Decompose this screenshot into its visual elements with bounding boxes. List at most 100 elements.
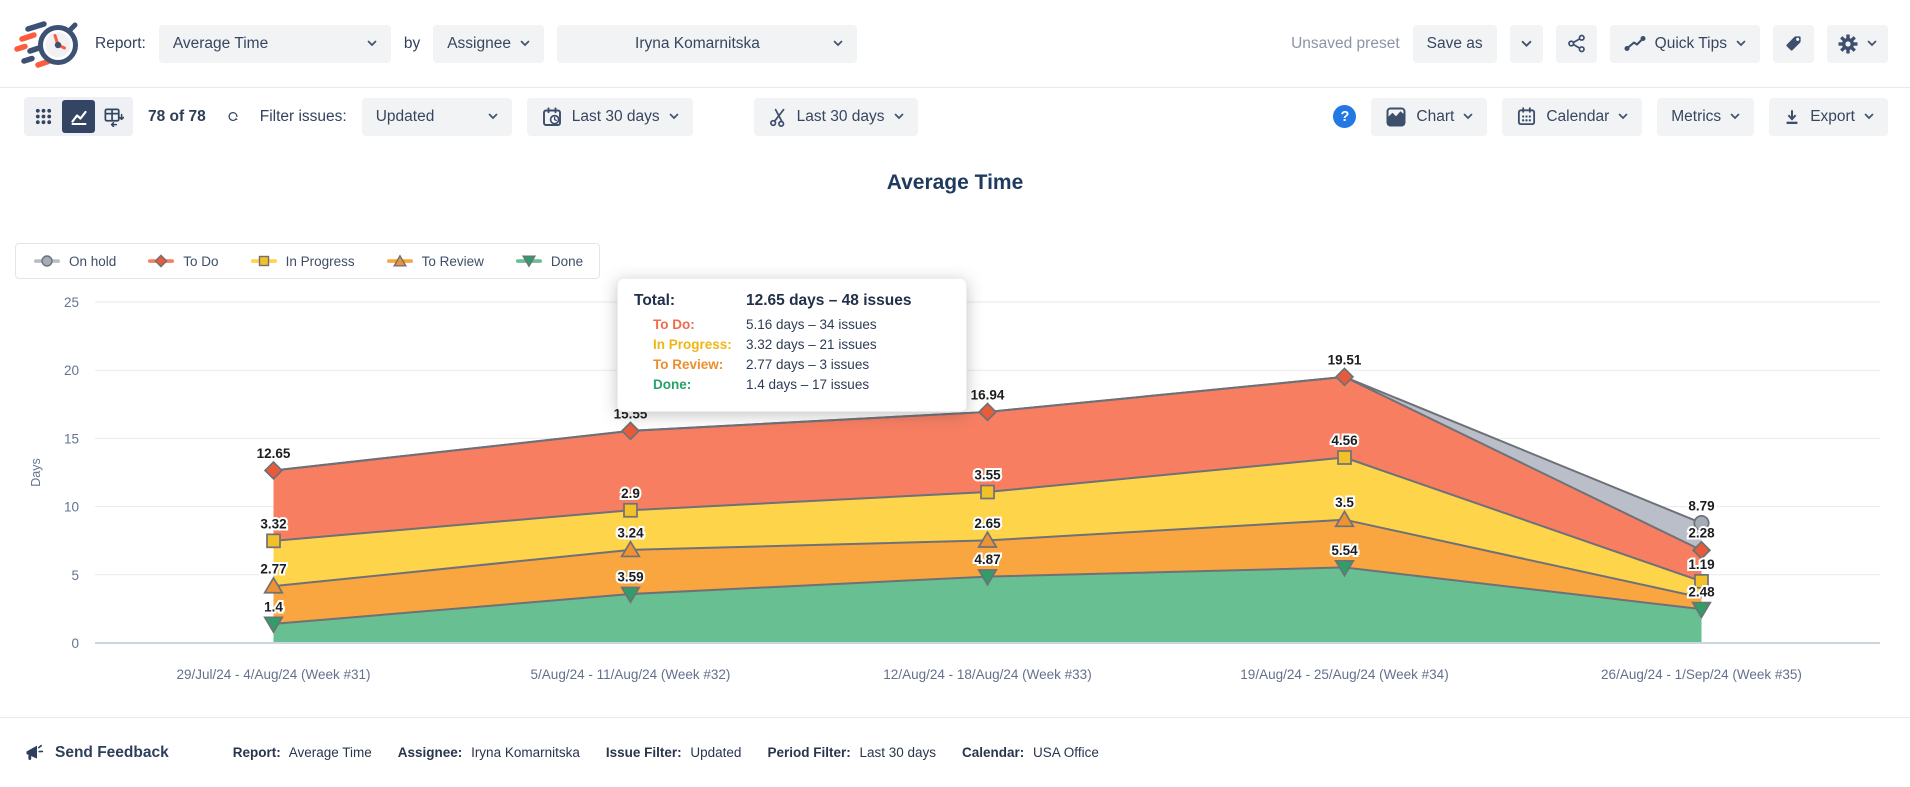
send-feedback-button[interactable]: Send Feedback [24, 743, 169, 762]
export-menu-label: Export [1810, 108, 1855, 126]
chevron-down-icon [488, 113, 498, 120]
chevron-down-icon [833, 40, 843, 47]
svg-text:5.54: 5.54 [1331, 543, 1358, 558]
calendar-menu-button[interactable]: Calendar [1502, 98, 1642, 136]
grid-icon [34, 107, 53, 126]
svg-text:2.28: 2.28 [1688, 526, 1715, 541]
save-as-label: Save as [1427, 35, 1483, 53]
chevron-down-icon [1463, 113, 1473, 120]
trend-route-icon [1624, 35, 1646, 52]
chevron-down-icon [894, 113, 904, 120]
refresh-button[interactable] [221, 105, 245, 129]
chevron-down-icon [1618, 113, 1628, 120]
svg-text:Days: Days [29, 458, 43, 486]
svg-text:3.5: 3.5 [1335, 495, 1354, 510]
report-summary-item: Report: Average Time [233, 745, 372, 760]
metrics-menu-label: Metrics [1671, 108, 1721, 126]
area-chart-icon [1385, 106, 1407, 128]
chart-section: Average Time On holdTo DoIn ProgressTo R… [0, 145, 1910, 717]
tooltip-total-row: Total: 12.65 days – 48 issues [634, 292, 950, 310]
x-axis-labels: 29/Jul/24 - 4/Aug/24 (Week #31) 5/Aug/24 … [176, 667, 1802, 682]
svg-text:26/Aug/24 - 1/Sep/24 (Week #35: 26/Aug/24 - 1/Sep/24 (Week #35) [1601, 667, 1802, 682]
chevron-down-icon [367, 40, 377, 47]
report-summary-item: Assignee: Iryna Komarnitska [398, 745, 580, 760]
svg-text:2.9: 2.9 [621, 486, 640, 501]
app-logo [14, 14, 82, 74]
report-summary-item: Calendar: USA Office [962, 745, 1099, 760]
chevron-down-icon [1867, 40, 1877, 47]
svg-text:10: 10 [64, 500, 79, 515]
chart-title: Average Time [0, 171, 1910, 195]
group-by-value: Assignee [447, 35, 511, 53]
chevron-down-icon [1736, 40, 1746, 47]
svg-text:2.77: 2.77 [260, 562, 286, 577]
svg-text:4.56: 4.56 [1331, 433, 1358, 448]
grid-view-button[interactable] [27, 100, 60, 133]
metrics-menu-button[interactable]: Metrics [1657, 98, 1754, 136]
issue-filter-select[interactable]: Updated [362, 98, 512, 136]
chevron-down-icon [520, 40, 530, 47]
svg-text:20: 20 [64, 363, 79, 378]
scissors-icon [768, 107, 788, 127]
svg-text:5/Aug/24 - 11/Aug/24 (Week #32: 5/Aug/24 - 11/Aug/24 (Week #32) [531, 667, 731, 682]
report-summary: Report: Average Time Assignee: Iryna Koma… [233, 745, 1099, 760]
chart-menu-button[interactable]: Chart [1371, 98, 1487, 136]
download-icon [1783, 108, 1801, 126]
help-button[interactable]: ? [1333, 105, 1356, 128]
svg-text:16.94: 16.94 [971, 387, 1005, 402]
chevron-down-icon [1730, 113, 1740, 120]
refresh-icon [227, 107, 239, 126]
issue-filter-value: Updated [376, 108, 435, 126]
svg-text:3.59: 3.59 [617, 570, 643, 585]
svg-text:0: 0 [71, 636, 79, 651]
svg-text:25: 25 [64, 295, 79, 310]
group-by-select[interactable]: Assignee [433, 25, 544, 63]
svg-text:29/Jul/24 - 4/Aug/24 (Week #31: 29/Jul/24 - 4/Aug/24 (Week #31) [176, 667, 370, 682]
svg-text:3.24: 3.24 [617, 525, 644, 540]
by-label: by [404, 35, 420, 53]
svg-text:3.55: 3.55 [974, 468, 1001, 483]
line-chart-icon [69, 107, 89, 127]
chart-tooltip: Total: 12.65 days – 48 issues To Do:5.16… [617, 278, 967, 412]
chevron-down-icon [1864, 113, 1874, 120]
tag-button[interactable] [1773, 25, 1814, 63]
app-header: Report: Average Time by Assignee Iryna K… [0, 0, 1910, 88]
save-as-button[interactable]: Save as [1413, 25, 1497, 63]
report-summary-item: Issue Filter: Updated [606, 745, 742, 760]
svg-text:8.79: 8.79 [1688, 499, 1714, 514]
svg-text:2.48: 2.48 [1688, 585, 1715, 600]
save-as-menu-button[interactable] [1510, 25, 1543, 63]
calendar-menu-label: Calendar [1546, 108, 1609, 126]
calendar-clock-icon [541, 106, 563, 128]
tooltip-row: In Progress:3.32 days – 21 issues [634, 337, 950, 352]
svg-text:12.65: 12.65 [257, 446, 291, 461]
pivot-table-icon [103, 106, 124, 127]
date-range-value: Last 30 days [572, 108, 660, 126]
quick-tips-button[interactable]: Quick Tips [1610, 25, 1760, 63]
tooltip-row: To Review:2.77 days – 3 issues [634, 357, 950, 372]
report-type-select[interactable]: Average Time [159, 25, 391, 63]
chart-menu-label: Chart [1416, 108, 1454, 126]
table-view-button[interactable] [97, 100, 130, 133]
export-menu-button[interactable]: Export [1769, 98, 1888, 136]
tooltip-row: Done:1.4 days – 17 issues [634, 377, 950, 392]
tooltip-total-label: Total: [634, 292, 746, 310]
svg-text:1.4: 1.4 [264, 599, 283, 614]
date-range-select[interactable]: Last 30 days [527, 98, 693, 136]
chart-view-button[interactable] [62, 100, 95, 133]
settings-button[interactable] [1827, 25, 1888, 63]
sprint-filter-select[interactable]: Last 30 days [754, 98, 918, 136]
tag-icon [1784, 34, 1803, 53]
tooltip-total-value: 12.65 days – 48 issues [746, 292, 911, 310]
share-button[interactable] [1556, 25, 1597, 63]
tooltip-rows: To Do:5.16 days – 34 issuesIn Progress:3… [634, 317, 950, 392]
svg-text:5: 5 [71, 568, 79, 583]
assignee-select[interactable]: Iryna Komarnitska [557, 25, 857, 63]
svg-text:4.87: 4.87 [974, 552, 1000, 567]
view-switcher [24, 97, 133, 136]
report-type-value: Average Time [173, 35, 268, 53]
send-feedback-label: Send Feedback [55, 744, 169, 762]
calendar-icon [1516, 106, 1537, 127]
chevron-down-icon [669, 113, 679, 120]
issue-count: 78 of 78 [148, 108, 206, 126]
